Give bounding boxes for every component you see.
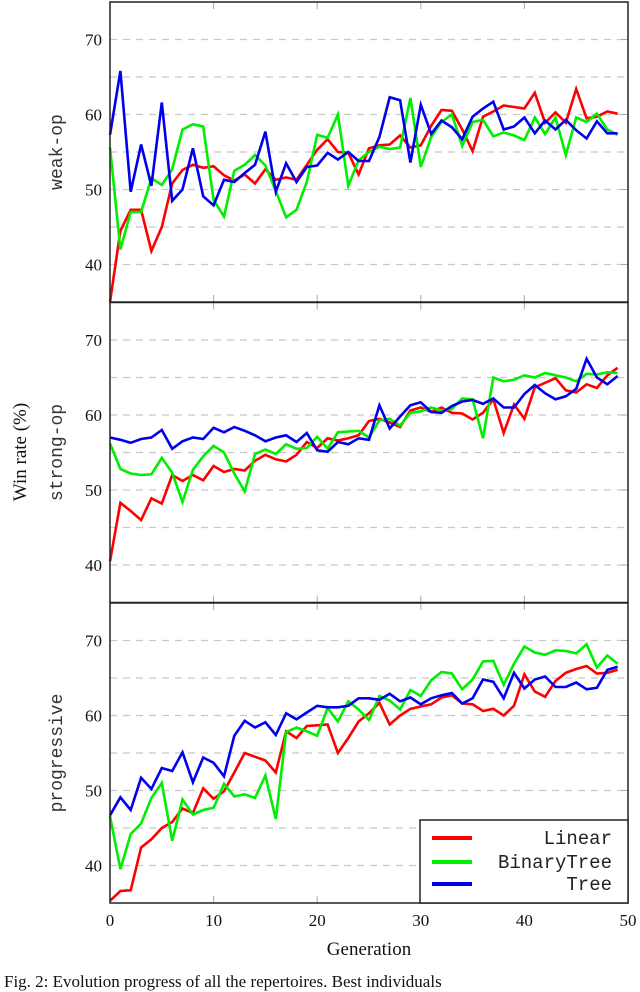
y-tick-label: 60 — [85, 406, 102, 425]
y-tick-label: 60 — [85, 106, 102, 125]
y-tick-label: 70 — [85, 331, 102, 350]
series-linear — [109, 664, 618, 902]
y-tick-label: 40 — [85, 256, 102, 275]
x-axis-label: Generation — [327, 939, 412, 960]
panel-weak-op: 40 50 60 70 weak-op — [48, 1, 629, 303]
legend-label-linear: Linear — [544, 828, 612, 850]
legend-label-tree: Tree — [566, 874, 612, 896]
panel-frame — [109, 602, 629, 904]
panel-frame — [109, 301, 629, 604]
x-tick-label: 40 — [516, 911, 533, 930]
legend-label-binarytree: BinaryTree — [498, 852, 612, 874]
y-tick-label: 50 — [85, 782, 102, 801]
series-binarytree — [108, 370, 618, 507]
y-axis-label: Win rate (%) — [10, 403, 31, 501]
panel-label-weak-op: weak-op — [48, 114, 68, 190]
x-tick-label: 0 — [106, 911, 115, 930]
y-tick-label: 40 — [85, 556, 102, 575]
legend: Linear BinaryTree Tree — [419, 819, 629, 904]
y-tick-label: 40 — [85, 857, 102, 876]
series-tree — [108, 665, 618, 816]
y-tick-label: 50 — [85, 181, 102, 200]
series-linear — [108, 84, 618, 303]
panel-label-strong-op: strong-op — [48, 404, 68, 501]
line-chart: 40 50 60 70 weak-op 40 50 60 70 strong-op 40 50 60 70… — [10, 1, 637, 960]
x-tick-label: 50 — [620, 911, 637, 930]
series-binarytree — [108, 642, 619, 870]
x-tick-label: 10 — [205, 911, 222, 930]
x-tick-label: 30 — [412, 911, 429, 930]
panel-label-progressive: progressive — [48, 694, 68, 813]
series-tree — [109, 355, 619, 454]
panel-strong-op: 40 50 60 70 strong-op — [48, 301, 629, 604]
x-tick-label: 20 — [309, 911, 326, 930]
figure-caption: Fig. 2: Evolution progress of all the re… — [4, 972, 442, 991]
series-binarytree — [108, 97, 619, 250]
y-tick-label: 60 — [85, 707, 102, 726]
series-linear — [108, 366, 619, 562]
y-tick-label: 70 — [85, 632, 102, 651]
y-tick-label: 50 — [85, 481, 102, 500]
series-tree — [108, 70, 618, 208]
y-tick-label: 70 — [85, 31, 102, 50]
